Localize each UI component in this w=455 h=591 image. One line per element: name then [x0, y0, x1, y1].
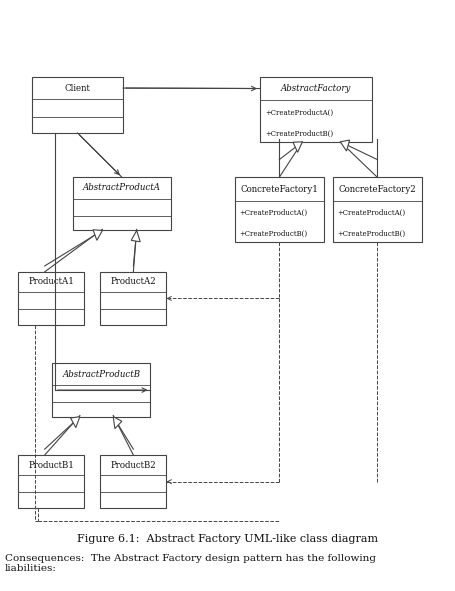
Text: ProductB1: ProductB1 — [28, 460, 74, 470]
Bar — [52, 363, 150, 417]
Bar — [234, 177, 323, 242]
Polygon shape — [93, 230, 102, 241]
Text: ProductB2: ProductB2 — [110, 460, 156, 470]
Polygon shape — [339, 140, 349, 151]
Bar — [100, 455, 166, 508]
Polygon shape — [113, 417, 121, 428]
Text: Client: Client — [65, 83, 90, 93]
Text: Figure 6.1:  Abstract Factory UML-like class diagram: Figure 6.1: Abstract Factory UML-like cl… — [77, 534, 378, 544]
Polygon shape — [131, 230, 140, 242]
Bar — [32, 77, 123, 133]
Text: AbstractProductA: AbstractProductA — [83, 183, 161, 193]
Bar — [259, 77, 371, 142]
Text: ConcreteFactory2: ConcreteFactory2 — [338, 184, 415, 193]
Text: +CreateProductA(): +CreateProductA() — [265, 109, 333, 116]
Text: Consequences:  The Abstract Factory design pattern has the following: Consequences: The Abstract Factory desig… — [5, 554, 375, 563]
Text: liabilities:: liabilities: — [5, 564, 56, 573]
Polygon shape — [293, 142, 302, 152]
Text: +CreateProductB(): +CreateProductB() — [265, 129, 333, 138]
Text: ProductA1: ProductA1 — [28, 277, 74, 287]
Text: ProductA2: ProductA2 — [110, 277, 156, 287]
Bar — [18, 455, 84, 508]
Text: +CreateProductB(): +CreateProductB() — [337, 230, 404, 238]
Text: +CreateProductA(): +CreateProductA() — [337, 209, 404, 217]
Bar — [332, 177, 421, 242]
Text: AbstractProductB: AbstractProductB — [62, 369, 140, 379]
Text: AbstractFactory: AbstractFactory — [280, 84, 350, 93]
Text: ConcreteFactory1: ConcreteFactory1 — [240, 184, 318, 193]
Bar — [18, 272, 84, 325]
Text: +CreateProductA(): +CreateProductA() — [239, 209, 307, 217]
Bar — [100, 272, 166, 325]
Bar — [73, 177, 171, 230]
Text: +CreateProductB(): +CreateProductB() — [239, 230, 307, 238]
Polygon shape — [71, 417, 80, 428]
